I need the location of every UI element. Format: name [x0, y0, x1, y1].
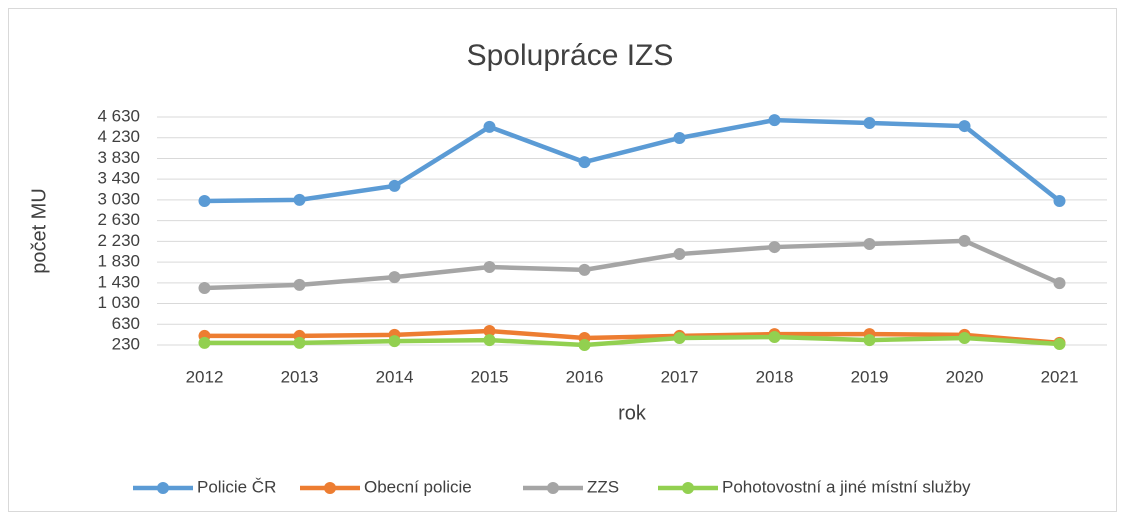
point — [293, 193, 306, 206]
point — [863, 334, 876, 347]
y-tick-label: 3 830 — [97, 148, 140, 167]
legend-label: Obecní policie — [364, 477, 472, 496]
point — [1053, 277, 1066, 290]
y-tick-label: 3 430 — [97, 169, 140, 188]
point — [198, 336, 211, 349]
legend-marker — [324, 482, 336, 494]
y-tick-label: 4 630 — [97, 106, 140, 125]
point — [768, 241, 781, 254]
x-tick-label: 2020 — [946, 367, 984, 386]
point — [388, 271, 401, 284]
y-tick-label: 3 030 — [97, 189, 140, 208]
y-tick-label: 1 030 — [97, 293, 140, 312]
x-tick-label: 2013 — [281, 367, 319, 386]
point — [198, 282, 211, 294]
point — [483, 325, 496, 338]
x-tick-label: 2016 — [566, 367, 604, 386]
y-tick-label: 1 430 — [97, 272, 140, 291]
x-tick-label: 2014 — [376, 367, 414, 386]
legend-marker — [157, 482, 169, 494]
x-tick-label: 2012 — [186, 367, 224, 386]
point — [293, 278, 306, 291]
point — [388, 335, 401, 348]
legend-marker — [682, 482, 694, 494]
y-axis-label: počet MU — [28, 188, 50, 274]
point — [1053, 337, 1066, 350]
point — [958, 234, 971, 247]
x-tick-label: 2021 — [1041, 367, 1079, 386]
point — [673, 131, 686, 144]
x-tick-label: 2018 — [756, 367, 794, 386]
series-line — [204, 238, 1061, 291]
series-line — [204, 334, 1060, 348]
series-line — [204, 117, 1061, 204]
y-tick-label: 630 — [112, 314, 140, 333]
point — [388, 179, 401, 192]
y-tick-label: 2 630 — [97, 210, 140, 229]
point — [483, 261, 496, 274]
point — [768, 114, 781, 127]
x-tick-label: 2017 — [661, 367, 699, 386]
point — [958, 120, 971, 133]
y-tick-label: 4 230 — [97, 127, 140, 146]
point — [578, 263, 591, 276]
x-tick-label: 2019 — [851, 367, 889, 386]
legend-label: ZZS — [587, 477, 619, 496]
point — [958, 332, 971, 345]
point — [483, 334, 496, 347]
series-line — [204, 328, 1060, 346]
chart-title: Spolupráce IZS — [467, 39, 674, 72]
point — [863, 116, 876, 129]
point — [293, 336, 306, 349]
y-tick-label: 1 830 — [97, 252, 140, 271]
legend-marker — [547, 482, 559, 494]
y-tick-label: 2 230 — [97, 231, 140, 250]
point — [863, 237, 876, 250]
chart-border — [8, 8, 1117, 512]
x-axis-label: rok — [618, 402, 647, 424]
point — [578, 339, 591, 351]
legend-label: Policie ČR — [197, 477, 276, 496]
point — [673, 332, 686, 345]
point — [1053, 194, 1066, 207]
point — [768, 330, 781, 343]
point — [673, 248, 686, 261]
y-tick-label: 230 — [112, 334, 140, 353]
point — [578, 156, 591, 169]
x-tick-label: 2015 — [471, 367, 509, 386]
point — [483, 120, 496, 133]
legend-label: Pohotovostní a jiné místní služby — [722, 477, 971, 496]
point — [198, 194, 211, 207]
